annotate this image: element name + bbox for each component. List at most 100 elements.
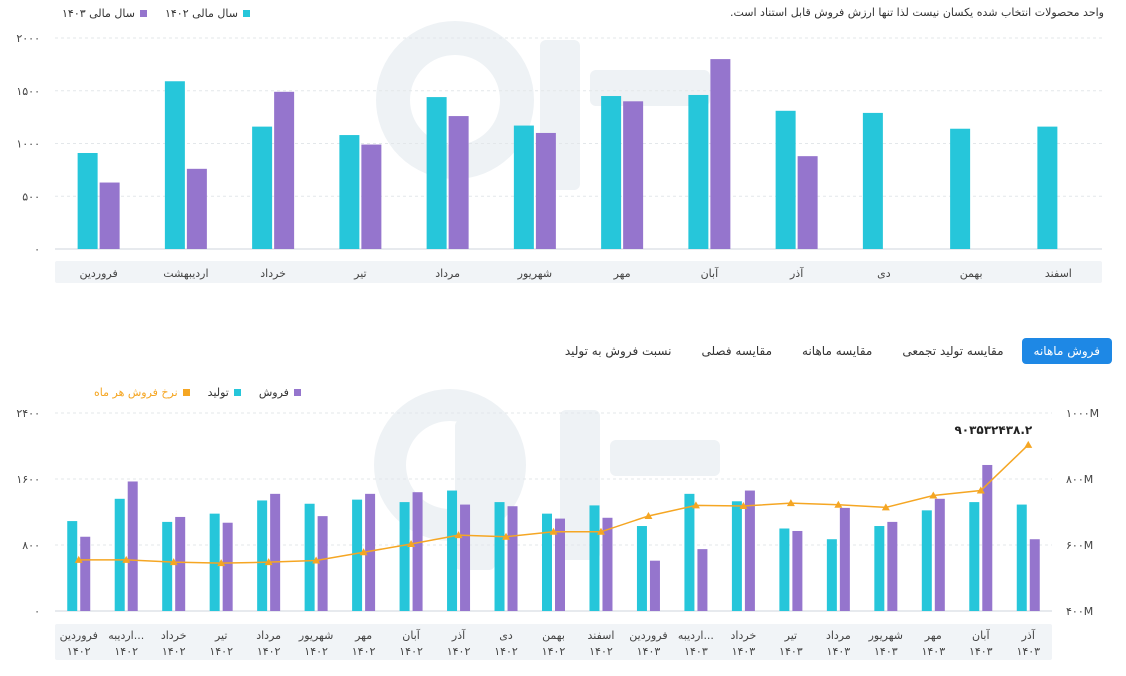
x-tick-label-month: خرداد bbox=[161, 629, 187, 642]
tab-monthly-sales[interactable]: فروش ماهانه bbox=[1021, 338, 1112, 364]
x-tick-label-month: مرداد bbox=[826, 629, 851, 642]
legend-sales[interactable]: فروش bbox=[259, 386, 301, 399]
bar-production bbox=[494, 502, 505, 611]
x-tick-label: شهریور bbox=[517, 267, 552, 280]
rate-point bbox=[122, 555, 131, 563]
x-tick-label-month: مهر bbox=[354, 629, 372, 642]
legend-1402[interactable]: سال مالی ۱۴۰۲ bbox=[165, 7, 250, 20]
bar-sales bbox=[460, 504, 471, 611]
x-tick-label: بهمن bbox=[960, 267, 983, 280]
x-axis-band bbox=[55, 261, 1102, 283]
rate-point bbox=[407, 540, 416, 548]
x-tick-label: فروردین bbox=[79, 267, 117, 280]
bar-1402 bbox=[688, 94, 709, 249]
x-tick-label: آذر bbox=[789, 266, 804, 280]
x-tick-label-month: دی bbox=[499, 629, 513, 642]
bar-sales bbox=[365, 493, 376, 611]
bar-1403 bbox=[274, 91, 295, 250]
rate-point bbox=[502, 532, 511, 540]
legend-swatch-purple-icon bbox=[139, 10, 147, 17]
bar-production bbox=[542, 513, 552, 611]
x-tick-label-month: آبان bbox=[402, 628, 420, 642]
bar-sales bbox=[507, 506, 518, 611]
legend-swatch-purple-icon bbox=[293, 389, 301, 396]
rate-point bbox=[264, 558, 273, 566]
y-right-tick-label: ۸۰۰M bbox=[1066, 473, 1093, 486]
x-tick-label-month: خرداد bbox=[731, 629, 757, 642]
x-tick-label-month: اسفند bbox=[588, 629, 615, 642]
x-axis-band bbox=[55, 624, 1052, 660]
y-left-tick-label: ۲۴۰۰ bbox=[16, 407, 40, 420]
bar-sales bbox=[175, 516, 186, 611]
bar-1403 bbox=[448, 116, 469, 249]
x-tick-label-month: مهر bbox=[924, 629, 942, 642]
bar-production bbox=[636, 526, 647, 611]
rate-point bbox=[739, 502, 748, 510]
x-tick-label-month: مرداد bbox=[256, 629, 281, 642]
y-right-tick-label: ۶۰۰M bbox=[1066, 539, 1093, 552]
bar-production bbox=[1016, 504, 1027, 611]
bar-sales bbox=[270, 493, 281, 611]
bar-sales bbox=[982, 464, 993, 611]
bar-1402 bbox=[77, 152, 98, 249]
rate-point bbox=[644, 511, 653, 519]
x-tick-label-month: آذر bbox=[1021, 628, 1036, 642]
bar-sales bbox=[934, 498, 945, 611]
top-legend: سال مالی ۱۴۰۲ سال مالی ۱۴۰۳ bbox=[62, 7, 250, 20]
y-tick-label: ۱۰۰۰ bbox=[16, 138, 40, 151]
bar-1403 bbox=[361, 144, 382, 249]
x-tick-label: اردیبهشت bbox=[163, 267, 208, 280]
legend-swatch-orange-icon bbox=[182, 389, 190, 396]
bar-1402 bbox=[426, 97, 447, 249]
tab-seasonal-comparison[interactable]: مقایسه فصلی bbox=[701, 344, 773, 358]
tab-monthly-comparison[interactable]: مقایسه ماهانه bbox=[802, 344, 873, 358]
bar-sales bbox=[1029, 539, 1040, 611]
x-tick-label: آبان bbox=[701, 266, 719, 280]
x-tick-label-month: بهمن bbox=[542, 629, 565, 642]
legend-production[interactable]: تولید bbox=[208, 386, 241, 399]
bar-1402 bbox=[513, 125, 534, 249]
bar-sales bbox=[127, 481, 138, 611]
bar-sales bbox=[839, 507, 850, 611]
bar-1402 bbox=[1037, 126, 1058, 249]
bar-sales bbox=[602, 517, 613, 611]
y-left-tick-label: ۱۶۰۰ bbox=[16, 473, 40, 486]
chart-note: واحد محصولات انتخاب شده یکسان نیست لذا ت… bbox=[729, 6, 1104, 19]
tab-sales-production-ratio[interactable]: نسبت فروش به تولید bbox=[564, 344, 672, 358]
x-tick-label-year: ۱۴۰۲ bbox=[542, 645, 566, 658]
bar-sales bbox=[792, 530, 803, 611]
y-tick-label: ۱۵۰۰ bbox=[16, 85, 40, 98]
x-tick-label-year: ۱۴۰۲ bbox=[494, 645, 518, 658]
bar-1402 bbox=[339, 135, 360, 249]
x-tick-label-year: ۱۴۰۲ bbox=[589, 645, 613, 658]
legend-rate[interactable]: نرخ فروش هر ماه bbox=[94, 386, 190, 399]
bar-1403 bbox=[186, 168, 207, 249]
y-tick-label: ۵۰۰ bbox=[22, 190, 40, 203]
bar-1403 bbox=[797, 156, 818, 249]
legend-swatch-cyan-icon bbox=[233, 389, 241, 396]
tab-cumulative-production[interactable]: مقایسه تولید تجمعی bbox=[902, 344, 1004, 358]
x-tick-label-month: آبان bbox=[972, 628, 990, 642]
bar-sales bbox=[555, 518, 565, 611]
bar-1403 bbox=[535, 132, 556, 249]
rate-point bbox=[834, 500, 843, 508]
rate-line bbox=[78, 444, 1029, 564]
x-tick-label-year: ۱۴۰۲ bbox=[209, 645, 233, 658]
y-right-tick-label: ۱۰۰۰M bbox=[1066, 407, 1099, 420]
rate-point bbox=[786, 499, 795, 507]
x-tick-label-month: شهریور bbox=[298, 629, 333, 642]
x-tick-label-year: ۱۴۰۲ bbox=[352, 645, 376, 658]
bar-production bbox=[826, 539, 837, 611]
rate-point bbox=[691, 501, 700, 509]
y-tick-label: ۲۰۰۰ bbox=[16, 32, 40, 45]
rate-point bbox=[976, 486, 985, 494]
legend-1403[interactable]: سال مالی ۱۴۰۳ bbox=[62, 7, 147, 20]
x-tick-label-year: ۱۴۰۲ bbox=[162, 645, 186, 658]
bar-1402 bbox=[950, 128, 971, 249]
x-tick-label-year: ۱۴۰۲ bbox=[114, 645, 138, 658]
x-tick-label-month: فروردین bbox=[629, 629, 667, 642]
bar-sales bbox=[412, 492, 423, 611]
bar-sales bbox=[697, 549, 708, 611]
bar-production bbox=[589, 505, 600, 611]
rate-point bbox=[74, 555, 83, 563]
